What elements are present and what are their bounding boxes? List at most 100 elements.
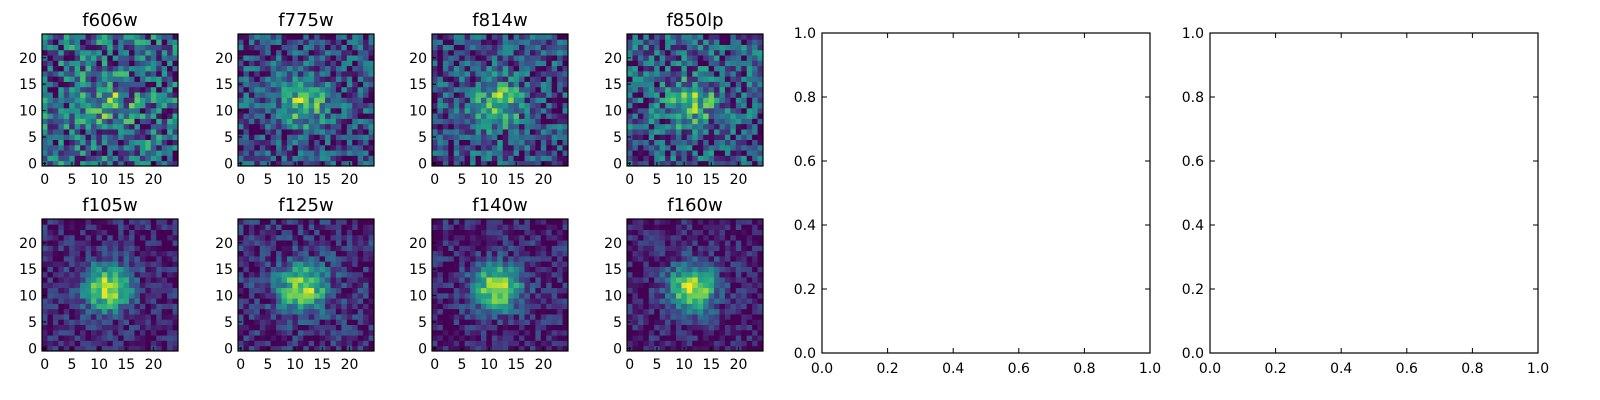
heatmap-cell	[145, 329, 152, 336]
heatmap-cell	[297, 97, 304, 104]
heatmap-cell	[145, 245, 152, 252]
heatmap-cell	[557, 155, 563, 162]
heatmap-cell	[238, 34, 244, 40]
heatmap-cell	[464, 255, 471, 262]
heatmap-cell	[42, 70, 48, 77]
heatmap-cell	[248, 250, 255, 257]
heatmap-cell	[714, 86, 720, 93]
heatmap-cell	[551, 113, 558, 119]
heatmap-cell	[58, 55, 65, 61]
heatmap-cell	[58, 160, 65, 167]
heatmap-cell	[357, 86, 364, 93]
heatmap-cell	[719, 129, 726, 135]
heatmap-cell	[281, 102, 288, 109]
heatmap-cell	[437, 97, 444, 104]
heatmap-cell	[270, 329, 277, 336]
heatmap-cell	[648, 282, 655, 289]
heatmap-cell	[335, 118, 342, 125]
y-tick-label: 15	[215, 77, 233, 93]
heatmap-cell	[47, 118, 54, 125]
heatmap-cell	[308, 113, 315, 119]
heatmap-cell	[281, 34, 288, 40]
heatmap-cell	[167, 97, 173, 104]
heatmap-cell	[325, 39, 331, 45]
heatmap-cell	[459, 271, 466, 278]
heatmap-cell	[719, 34, 726, 40]
heatmap-cell	[442, 219, 449, 225]
heatmap-cell	[139, 76, 146, 82]
heatmap-cell	[238, 314, 244, 320]
heatmap-cell	[524, 107, 531, 114]
heatmap-cell	[519, 314, 525, 320]
heatmap-cell	[96, 298, 103, 304]
heatmap-cell	[442, 240, 449, 246]
heatmap-cell	[627, 155, 633, 162]
heatmap-cell	[134, 139, 141, 146]
heatmap-cell	[259, 319, 266, 325]
heatmap-cell	[254, 70, 261, 77]
heatmap-cell	[665, 65, 671, 72]
heatmap-cell	[486, 282, 493, 289]
heatmap-cell	[335, 340, 342, 347]
heatmap-cell	[259, 282, 266, 289]
heatmap-cell	[643, 144, 650, 151]
heatmap-cell	[139, 144, 146, 151]
heatmap-cell	[259, 303, 266, 310]
heatmap-cell	[69, 134, 76, 140]
heatmap-cell	[259, 39, 266, 45]
heatmap-cell	[741, 97, 748, 104]
heatmap-cell	[475, 123, 482, 130]
heatmap-cell	[741, 65, 748, 72]
heatmap-cell	[314, 250, 320, 257]
heatmap-cell	[123, 282, 130, 289]
heatmap-cell	[459, 76, 466, 82]
heatmap-cell	[123, 92, 130, 98]
heatmap-cell	[752, 329, 758, 336]
heatmap-cell	[562, 34, 569, 40]
heatmap-cell	[265, 314, 272, 320]
heatmap-cell	[286, 345, 293, 352]
heatmap-cell	[357, 92, 364, 98]
heatmap-cell	[346, 134, 353, 140]
heatmap-cell	[308, 118, 315, 125]
heatmap-cell	[475, 219, 482, 225]
heatmap-cell	[686, 76, 693, 82]
panel-title: f140w	[472, 195, 527, 216]
heatmap-cell	[118, 245, 124, 252]
heatmap-cell	[123, 134, 130, 140]
heatmap-cell	[659, 139, 666, 146]
heatmap-cell	[442, 123, 449, 130]
heatmap-cell	[681, 86, 688, 93]
heatmap-cell	[129, 240, 135, 246]
heatmap-cell	[254, 340, 261, 347]
heatmap-cell	[480, 113, 487, 119]
heatmap-cell	[330, 245, 337, 252]
heatmap-cell	[330, 92, 337, 98]
heatmap-cell	[243, 150, 250, 156]
heatmap-cell	[156, 86, 163, 93]
heatmap-cell	[42, 303, 48, 310]
heatmap-cell	[513, 255, 520, 262]
heatmap-cell	[363, 277, 369, 283]
heatmap-cell	[330, 97, 337, 104]
heatmap-cell	[101, 266, 108, 273]
heatmap-cell	[524, 271, 531, 278]
heatmap-cell	[697, 129, 704, 135]
heatmap-cell	[58, 335, 65, 341]
heatmap-cell	[325, 81, 331, 88]
heatmap-cell	[96, 261, 103, 267]
heatmap-cell	[85, 39, 92, 45]
heatmap-cell	[654, 277, 661, 283]
heatmap-cell	[156, 150, 163, 156]
heatmap-cell	[692, 65, 699, 72]
heatmap-cell	[248, 60, 255, 67]
heatmap-cell	[535, 49, 542, 56]
heatmap-cell	[746, 118, 753, 125]
heatmap-cell	[480, 65, 487, 72]
heatmap-cell	[486, 250, 493, 257]
heatmap-cell	[675, 329, 682, 336]
heatmap-cell	[637, 118, 644, 125]
heatmap-cell	[297, 81, 304, 88]
heatmap-cell	[292, 266, 299, 273]
heatmap-cell	[107, 250, 114, 257]
